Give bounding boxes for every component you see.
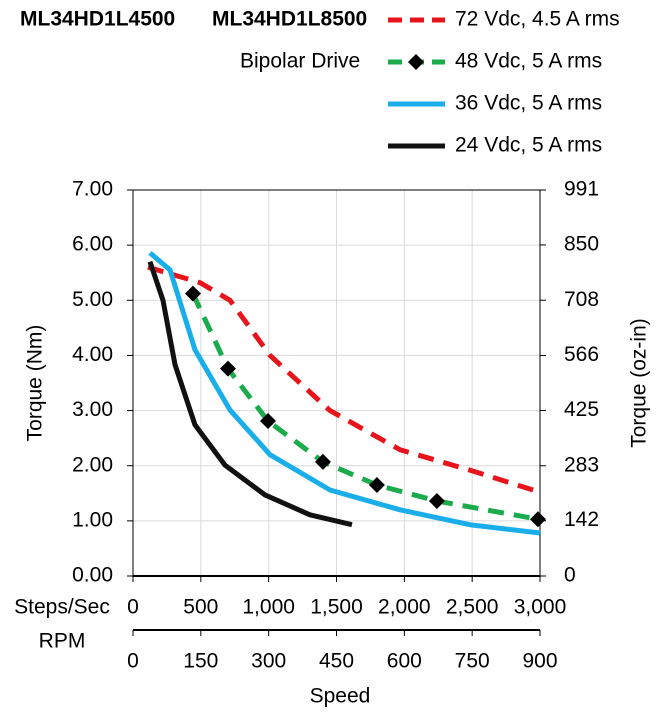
- chart-title: ML34HD1L4500: [20, 8, 175, 31]
- chart-subtitle: Bipolar Drive: [240, 50, 360, 73]
- x2-tick-label: 0: [127, 650, 139, 673]
- x-axis-label: Steps/Sec: [14, 596, 110, 619]
- x2-tick-label: 600: [387, 650, 422, 673]
- marker: [314, 453, 331, 470]
- x-tick-label: 1,500: [310, 596, 363, 619]
- marker: [368, 477, 385, 494]
- y-tick-label: 3.00: [72, 398, 113, 421]
- x-tick-label: 0: [127, 596, 139, 619]
- marker: [219, 360, 236, 377]
- y-tick-label: 0.00: [72, 564, 113, 587]
- y-tick-label: 7.00: [72, 178, 113, 201]
- marker: [259, 413, 276, 430]
- legend-label: 48 Vdc, 5 A rms: [455, 50, 602, 73]
- x2-tick-label: 300: [251, 650, 286, 673]
- y2-tick-label: 0: [564, 564, 576, 587]
- y-tick-label: 6.00: [72, 233, 113, 256]
- y2-tick-label: 991: [564, 178, 599, 201]
- y2-tick-label: 708: [564, 288, 599, 311]
- x-tick-label: 1,000: [242, 596, 295, 619]
- x2-tick-label: 750: [455, 650, 490, 673]
- y2-axis-label: Torque (oz-in): [628, 318, 651, 448]
- x2-tick-label: 150: [183, 650, 218, 673]
- x2-tick-label: 450: [319, 650, 354, 673]
- x-tick-label: 3,000: [514, 596, 567, 619]
- legend-label: 24 Vdc, 5 A rms: [455, 134, 602, 157]
- marker: [529, 511, 546, 528]
- series-line: [147, 260, 353, 528]
- x2-tick-label: 900: [522, 650, 557, 673]
- x-tick-label: 2,000: [378, 596, 431, 619]
- legend-marker: [408, 54, 424, 70]
- series-line: [190, 292, 539, 522]
- x-axis-title: Speed: [310, 685, 371, 708]
- y-tick-label: 2.00: [72, 453, 113, 476]
- y2-tick-label: 283: [564, 453, 599, 476]
- legend-label: 72 Vdc, 4.5 A rms: [455, 8, 620, 31]
- y2-tick-label: 566: [564, 343, 599, 366]
- y-tick-label: 4.00: [72, 343, 113, 366]
- y2-tick-label: 425: [564, 398, 599, 421]
- y-tick-label: 1.00: [72, 508, 113, 531]
- marker: [184, 285, 201, 302]
- x-tick-label: 500: [183, 596, 218, 619]
- x-tick-label: 2,500: [446, 596, 499, 619]
- series-line: [148, 250, 541, 536]
- chart-title: ML34HD1L8500: [212, 8, 367, 31]
- series-line: [147, 264, 541, 495]
- y-tick-label: 5.00: [72, 288, 113, 311]
- y2-tick-label: 142: [564, 508, 599, 531]
- marker: [428, 493, 445, 510]
- y-axis-label: Torque (Nm): [24, 325, 47, 442]
- legend-label: 36 Vdc, 5 A rms: [455, 92, 602, 115]
- x2-axis-label: RPM: [39, 630, 86, 653]
- y2-tick-label: 850: [564, 232, 599, 255]
